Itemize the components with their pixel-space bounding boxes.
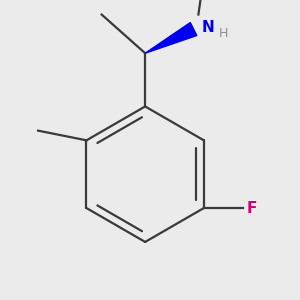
Text: N: N <box>202 20 215 35</box>
Text: F: F <box>246 201 256 216</box>
Polygon shape <box>145 22 197 53</box>
Text: H: H <box>219 27 228 40</box>
